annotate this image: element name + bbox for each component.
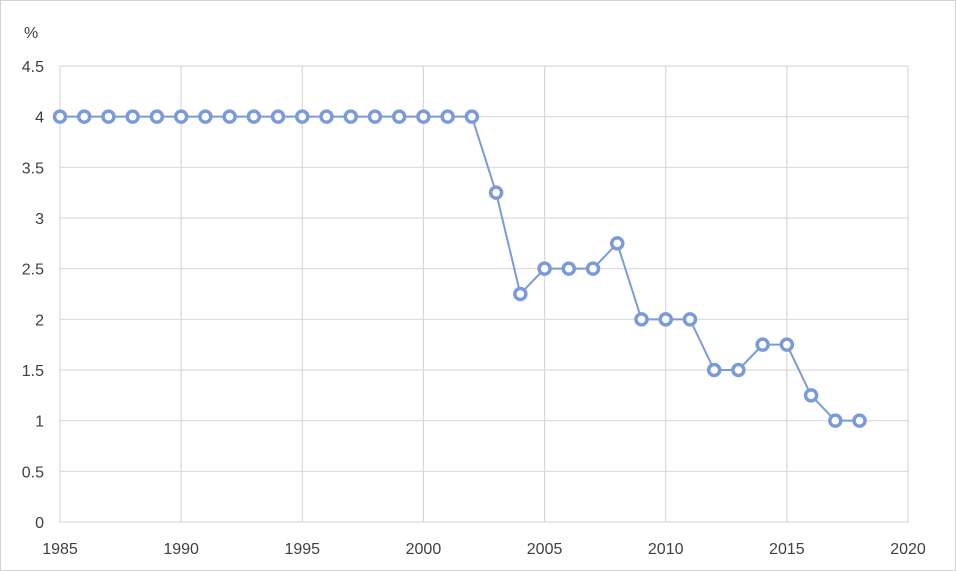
y-tick-label: 4	[35, 110, 44, 127]
data-point	[731, 362, 746, 378]
y-tick-label: 3.5	[22, 160, 44, 177]
data-point	[173, 109, 189, 124]
data-point	[513, 286, 528, 302]
data-point	[706, 362, 722, 378]
data-point	[198, 109, 213, 124]
data-point	[755, 337, 770, 352]
x-tick-label: 2015	[769, 541, 805, 558]
y-tick-label: 2	[35, 312, 44, 329]
data-point	[682, 312, 698, 327]
series-line	[60, 115, 860, 422]
data-point	[561, 261, 577, 276]
data-point	[343, 109, 358, 124]
data-point	[828, 413, 843, 428]
series-group	[52, 109, 867, 428]
x-axis-ticks: 1985 1990 1995 2000 2005 2010 2015 2020	[42, 541, 926, 558]
data-point	[658, 312, 673, 327]
x-tick-label: 2010	[648, 541, 684, 558]
data-point	[149, 109, 165, 124]
data-point	[610, 236, 625, 251]
data-point	[391, 109, 407, 124]
x-tick-label: 1985	[42, 541, 78, 558]
data-point	[76, 109, 92, 124]
data-point	[488, 185, 504, 200]
y-tick-label: 0	[35, 515, 44, 532]
y-tick-label: 2.5	[22, 262, 44, 279]
data-point	[270, 109, 286, 124]
data-point	[779, 337, 795, 352]
data-point	[440, 109, 455, 124]
y-tick-label: 1.5	[22, 363, 44, 380]
data-point	[222, 109, 237, 124]
data-point	[585, 261, 601, 276]
data-point	[367, 109, 383, 124]
data-point	[319, 109, 334, 124]
y-tick-label: 3	[35, 211, 44, 228]
grid	[59, 65, 909, 523]
data-point	[125, 109, 140, 124]
data-point	[634, 312, 649, 327]
x-tick-label: 2005	[527, 541, 563, 558]
y-tick-label: 1	[35, 414, 44, 431]
data-point	[803, 388, 819, 403]
x-tick-label: 2020	[890, 541, 926, 558]
data-point	[52, 109, 68, 124]
y-axis-unit-label: %	[24, 25, 38, 42]
data-point	[464, 109, 480, 124]
x-tick-label: 1995	[284, 541, 320, 558]
data-point	[852, 413, 867, 428]
y-tick-label: 4.5	[22, 59, 44, 76]
data-point	[101, 109, 116, 124]
x-tick-label: 1990	[163, 541, 199, 558]
data-point	[416, 109, 431, 124]
y-tick-label: 0.5	[22, 464, 44, 481]
data-point	[537, 261, 552, 276]
data-point	[246, 109, 262, 124]
x-tick-label: 2000	[406, 541, 442, 558]
data-point	[295, 109, 310, 124]
y-axis-ticks: 0 0.5 1 1.5 2 2.5 3 3.5 4 4.5	[22, 59, 44, 532]
